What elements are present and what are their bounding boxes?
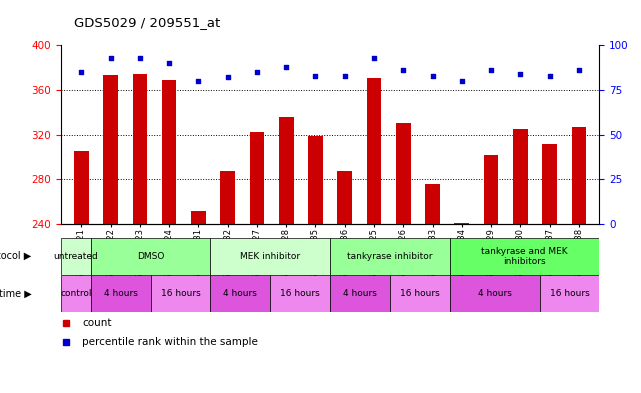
Text: 4 hours: 4 hours xyxy=(343,289,377,298)
Text: 4 hours: 4 hours xyxy=(478,289,512,298)
Point xyxy=(281,64,292,70)
Point xyxy=(76,69,87,75)
Text: time ▶: time ▶ xyxy=(0,289,31,299)
Bar xyxy=(367,77,381,224)
Text: control: control xyxy=(60,289,92,298)
Point xyxy=(398,67,408,73)
Bar xyxy=(103,75,118,224)
Bar xyxy=(308,136,323,224)
Text: GDS5029 / 209551_at: GDS5029 / 209551_at xyxy=(74,16,220,29)
Text: 16 hours: 16 hours xyxy=(400,289,440,298)
Bar xyxy=(221,171,235,224)
Point xyxy=(164,60,174,66)
Point xyxy=(486,67,496,73)
Bar xyxy=(61,275,91,312)
Bar xyxy=(74,151,88,224)
Text: 4 hours: 4 hours xyxy=(224,289,257,298)
Bar xyxy=(61,238,91,275)
Bar xyxy=(330,275,390,312)
Point xyxy=(106,55,116,61)
Bar xyxy=(513,129,528,224)
Bar xyxy=(210,238,330,275)
Bar xyxy=(572,127,586,224)
Bar xyxy=(542,143,557,224)
Point xyxy=(574,67,584,73)
Bar xyxy=(151,275,210,312)
Bar xyxy=(396,123,411,224)
Text: MEK inhibitor: MEK inhibitor xyxy=(240,252,301,261)
Point xyxy=(428,72,438,79)
Bar xyxy=(540,275,599,312)
Bar xyxy=(454,223,469,224)
Bar xyxy=(425,184,440,224)
Bar xyxy=(91,238,210,275)
Text: 16 hours: 16 hours xyxy=(549,289,589,298)
Point xyxy=(252,69,262,75)
Text: 16 hours: 16 hours xyxy=(280,289,320,298)
Point xyxy=(222,74,233,81)
Point xyxy=(456,78,467,84)
Bar xyxy=(162,80,176,224)
Bar xyxy=(484,155,499,224)
Bar xyxy=(91,275,151,312)
Text: DMSO: DMSO xyxy=(137,252,164,261)
Bar xyxy=(450,238,599,275)
Point xyxy=(544,72,554,79)
Point xyxy=(194,78,204,84)
Text: tankyrase inhibitor: tankyrase inhibitor xyxy=(347,252,433,261)
Bar xyxy=(279,117,294,224)
Text: 16 hours: 16 hours xyxy=(161,289,201,298)
Text: untreated: untreated xyxy=(53,252,98,261)
Point xyxy=(135,55,145,61)
Text: percentile rank within the sample: percentile rank within the sample xyxy=(83,337,258,347)
Bar xyxy=(450,275,540,312)
Bar xyxy=(249,132,264,224)
Point xyxy=(515,71,526,77)
Point xyxy=(340,72,350,79)
Text: tankyrase and MEK
inhibitors: tankyrase and MEK inhibitors xyxy=(481,247,568,266)
Point xyxy=(369,55,379,61)
Text: 4 hours: 4 hours xyxy=(104,289,138,298)
Bar xyxy=(271,275,330,312)
Bar xyxy=(330,238,450,275)
Point xyxy=(310,72,320,79)
Text: protocol ▶: protocol ▶ xyxy=(0,252,31,261)
Bar xyxy=(210,275,271,312)
Text: count: count xyxy=(83,318,112,329)
Bar xyxy=(337,171,352,224)
Bar xyxy=(390,275,450,312)
Bar xyxy=(191,211,206,224)
Bar xyxy=(133,74,147,224)
